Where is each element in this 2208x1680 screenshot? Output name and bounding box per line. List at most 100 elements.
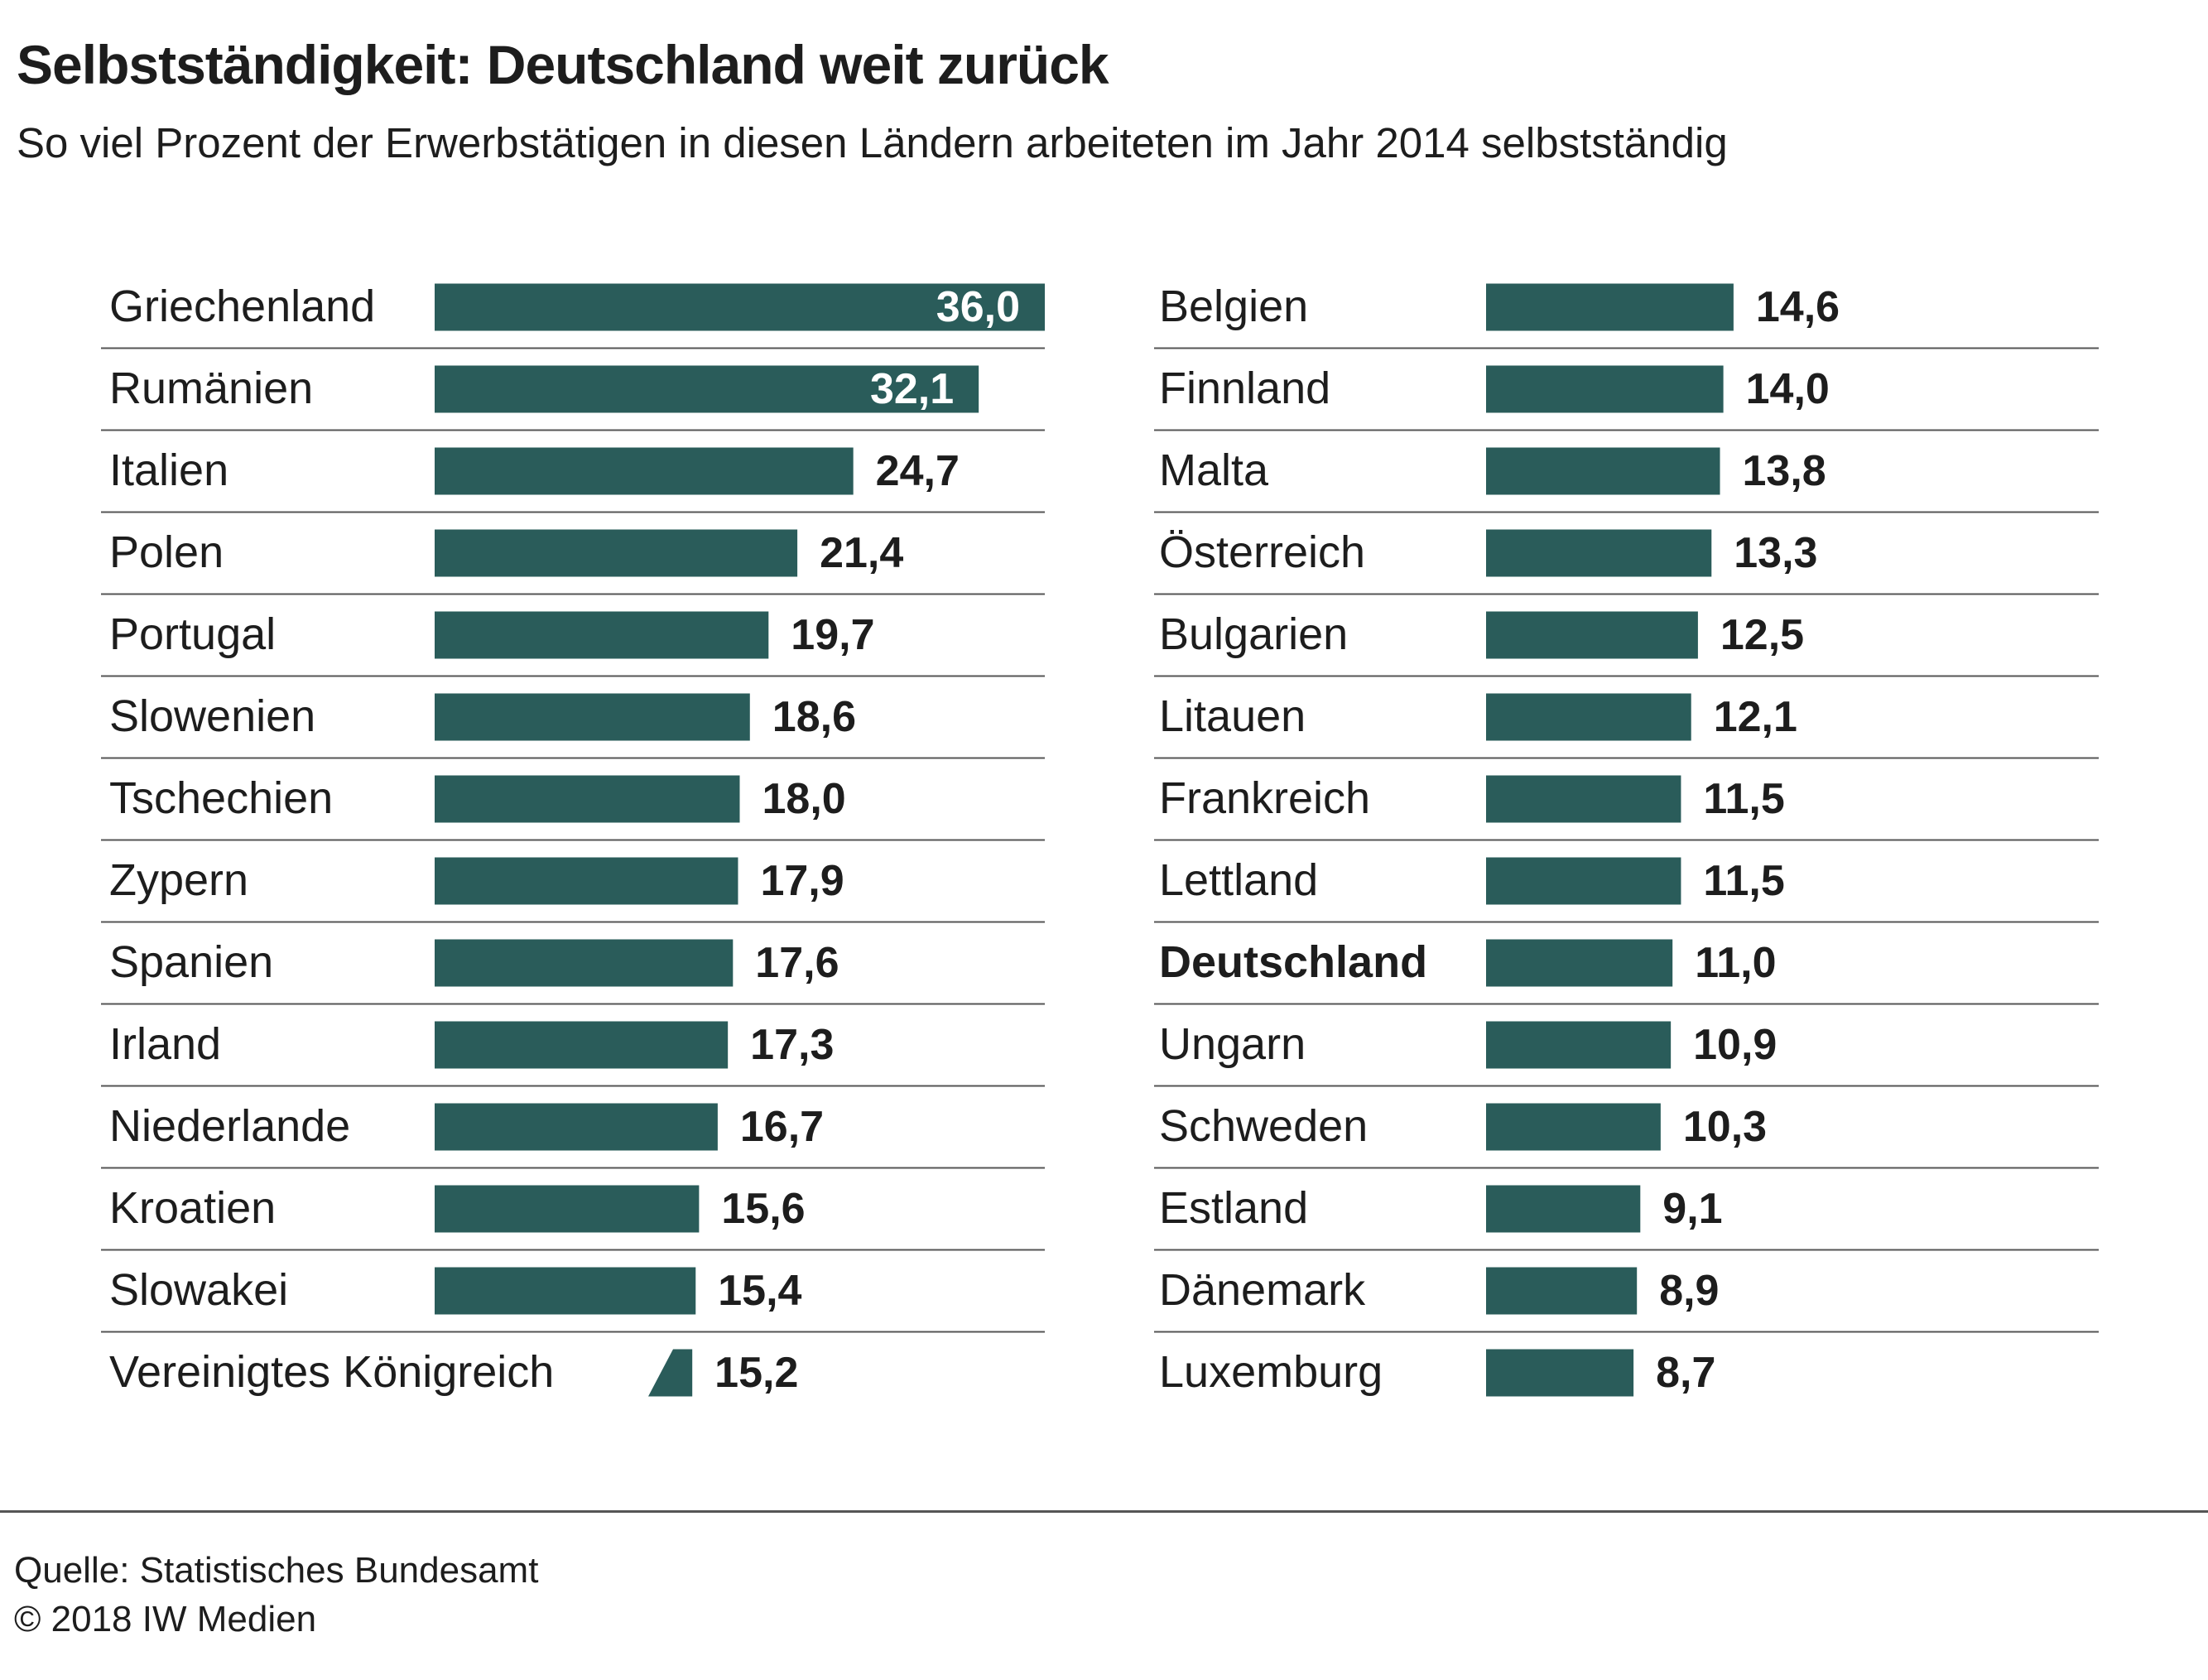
bar — [1486, 1185, 1641, 1233]
value-label: 15,4 — [718, 1267, 801, 1315]
category-label: Spanien — [109, 937, 273, 987]
bar-row: Slowakei 15,4 — [101, 1265, 1045, 1333]
bar — [1486, 1021, 1672, 1069]
bar — [435, 1021, 729, 1069]
bar — [435, 1185, 700, 1233]
bar — [1486, 1267, 1638, 1315]
category-label: Litauen — [1159, 691, 1306, 741]
bar-row: Finnland 14,0 — [1154, 363, 2099, 431]
bar-row: Portugal 19,7 — [101, 609, 1045, 677]
bar — [435, 611, 769, 659]
category-label: Griechenland — [109, 282, 375, 331]
bar — [1486, 283, 1734, 331]
category-label: Slowakei — [109, 1265, 288, 1315]
value-label: 15,6 — [721, 1185, 805, 1233]
value-label: 21,4 — [820, 529, 903, 577]
bar — [1486, 447, 1720, 495]
category-label: Slowenien — [109, 691, 315, 741]
category-label: Kroatien — [109, 1183, 276, 1233]
copyright-note: © 2018 IW Medien — [14, 1599, 317, 1639]
chart-subtitle: So viel Prozent der Erwerbstätigen in di… — [17, 119, 1728, 166]
value-label: 14,0 — [1746, 365, 1830, 413]
bar — [1486, 775, 1681, 823]
category-label: Estland — [1159, 1183, 1308, 1233]
bar-row: Estland 9,1 — [1154, 1183, 2099, 1251]
category-label: Irland — [109, 1019, 221, 1069]
category-label: Zypern — [109, 855, 248, 905]
bar-row: Griechenland 36,0 — [101, 282, 1045, 349]
value-label: 13,3 — [1734, 529, 1817, 577]
category-label: Italien — [109, 445, 228, 495]
bar-row: Irland 17,3 — [101, 1019, 1045, 1087]
value-label: 9,1 — [1662, 1185, 1722, 1233]
value-label: 14,6 — [1756, 283, 1840, 331]
bar-row: Italien 24,7 — [101, 445, 1045, 513]
value-label: 13,8 — [1743, 447, 1826, 495]
bar-row: Malta 13,8 — [1154, 445, 2099, 513]
bar-row: Spanien 17,6 — [101, 937, 1045, 1005]
bar — [1486, 1103, 1661, 1151]
bar — [1486, 857, 1681, 905]
bar-row: Dänemark 8,9 — [1154, 1265, 2099, 1333]
category-label: Luxemburg — [1159, 1347, 1383, 1397]
value-label: 24,7 — [876, 447, 960, 495]
value-label: 15,2 — [714, 1349, 798, 1397]
value-label: 18,0 — [762, 775, 846, 823]
category-label: Dänemark — [1159, 1265, 1366, 1315]
bar — [1486, 1349, 1634, 1397]
bar-row: Österreich 13,3 — [1154, 527, 2099, 595]
bar — [1486, 611, 1698, 659]
value-label: 32,1 — [870, 365, 954, 413]
bar-row: Frankreich 11,5 — [1154, 773, 2099, 841]
value-label: 11,5 — [1703, 857, 1784, 905]
category-label: Finnland — [1159, 363, 1330, 413]
value-label: 11,5 — [1703, 775, 1784, 823]
category-label: Schweden — [1159, 1101, 1368, 1151]
bar-row: Kroatien 15,6 — [101, 1183, 1045, 1251]
bar — [435, 529, 798, 577]
category-label: Tschechien — [109, 773, 333, 823]
chart-title: Selbstständigkeit: Deutschland weit zurü… — [17, 34, 1109, 95]
bar-row: Belgien 14,6 — [1154, 282, 2099, 349]
value-label: 12,1 — [1714, 693, 1797, 741]
bar-row: Schweden 10,3 — [1154, 1101, 2099, 1169]
category-label: Rumänien — [109, 363, 313, 413]
bar — [435, 775, 740, 823]
bar-row: Deutschland 11,0 — [1154, 937, 2099, 1005]
category-label: Deutschland — [1159, 937, 1427, 987]
bar-row: Polen 21,4 — [101, 527, 1045, 595]
bar-row: Lettland 11,5 — [1154, 855, 2099, 923]
category-label: Österreich — [1159, 527, 1365, 577]
value-label: 10,9 — [1693, 1021, 1777, 1069]
bar-row: Niederlande 16,7 — [101, 1101, 1045, 1169]
category-label: Ungarn — [1159, 1019, 1306, 1069]
category-label: Portugal — [109, 609, 276, 659]
bar — [1486, 693, 1691, 741]
bar — [435, 939, 734, 987]
category-label: Bulgarien — [1159, 609, 1348, 659]
bar-row: Zypern 17,9 — [101, 855, 1045, 923]
value-label: 17,6 — [755, 939, 839, 987]
value-label: 10,3 — [1683, 1103, 1767, 1151]
bar — [435, 447, 854, 495]
value-label: 19,7 — [791, 611, 874, 659]
value-label: 12,5 — [1720, 611, 1804, 659]
footer-divider — [0, 1510, 2208, 1513]
bar-row: Rumänien 32,1 — [101, 363, 1045, 431]
bar — [648, 1349, 693, 1397]
bar-row: Tschechien 18,0 — [101, 773, 1045, 841]
bar-chart: Griechenland 36,0 Rumänien 32,1 Italien 24,7 P… — [101, 282, 2099, 1397]
bar — [435, 857, 738, 905]
value-label: 36,0 — [936, 283, 1020, 331]
source-note: Quelle: Statistisches Bundesamt — [14, 1550, 539, 1591]
bar — [435, 1267, 696, 1315]
value-label: 11,0 — [1695, 939, 1776, 987]
category-label: Malta — [1159, 445, 1269, 495]
bar-row: Vereinigtes Königreich 15,2 — [109, 1347, 798, 1397]
value-label: 8,9 — [1659, 1267, 1719, 1315]
category-label: Polen — [109, 527, 224, 577]
value-label: 18,6 — [772, 693, 856, 741]
bar-row: Bulgarien 12,5 — [1154, 609, 2099, 677]
value-label: 17,9 — [760, 857, 844, 905]
